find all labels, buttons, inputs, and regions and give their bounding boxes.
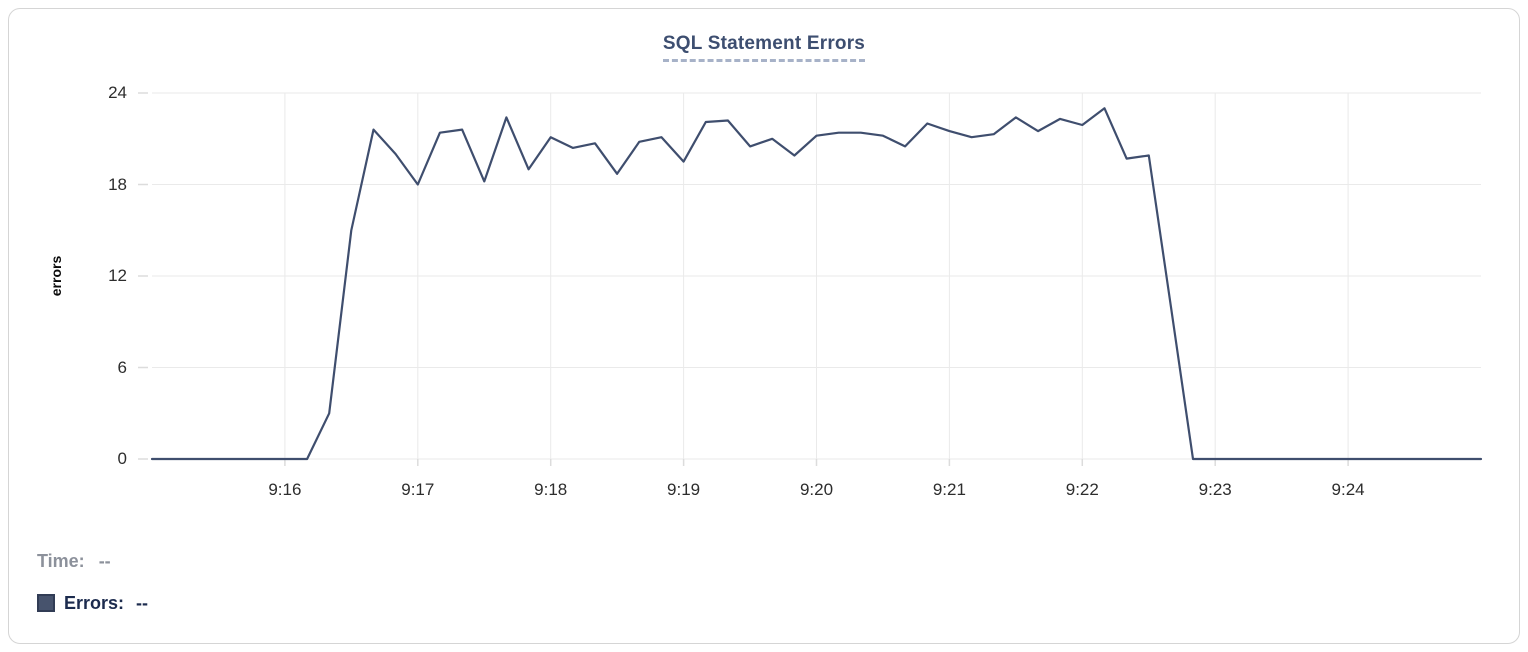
legend-time-label: Time: bbox=[37, 550, 85, 571]
chart-card: SQL Statement Errors errors 24 18 12 6 0 9:16… bbox=[8, 8, 1520, 644]
x-tick-label: 9:20 bbox=[799, 480, 834, 499]
chart-title-wrap: SQL Statement Errors bbox=[9, 33, 1519, 62]
y-tick-label: 24 bbox=[108, 83, 127, 102]
errors-series-line[interactable] bbox=[150, 107, 1483, 461]
y-tick-label: 18 bbox=[108, 174, 127, 194]
plot-area[interactable]: 24 18 12 6 0 9:16 9:17 9:18 9:19 9:20 9:21 9:22 9:23… bbox=[108, 83, 1483, 499]
y-tick-label: 0 bbox=[117, 449, 127, 468]
legend-time-value: -- bbox=[98, 550, 111, 571]
legend-errors-swatch bbox=[37, 594, 55, 612]
x-tick-label: 9:23 bbox=[1198, 480, 1232, 499]
chart-title[interactable]: SQL Statement Errors bbox=[662, 33, 866, 62]
x-tick-label: 9:19 bbox=[667, 480, 701, 499]
y-axis-title: errors bbox=[48, 255, 64, 297]
x-tick-label: 9:18 bbox=[534, 480, 568, 499]
x-tick-label: 9:24 bbox=[1331, 480, 1365, 499]
y-tick-label: 12 bbox=[108, 266, 127, 285]
x-tick-label: 9:16 bbox=[268, 480, 302, 499]
chart-legend: Time: -- Errors: -- bbox=[37, 549, 148, 633]
x-tick-label: 9:17 bbox=[401, 480, 435, 499]
legend-row-errors: Errors: -- bbox=[37, 591, 148, 615]
y-tick-label: 6 bbox=[117, 357, 127, 377]
x-tick-label: 9:21 bbox=[932, 480, 966, 499]
chart-svg bbox=[138, 92, 1483, 466]
legend-errors-label: Errors: bbox=[64, 592, 125, 613]
legend-errors-value: -- bbox=[136, 592, 149, 613]
legend-row-time: Time: -- bbox=[37, 549, 148, 573]
x-tick-label: 9:22 bbox=[1065, 480, 1099, 499]
